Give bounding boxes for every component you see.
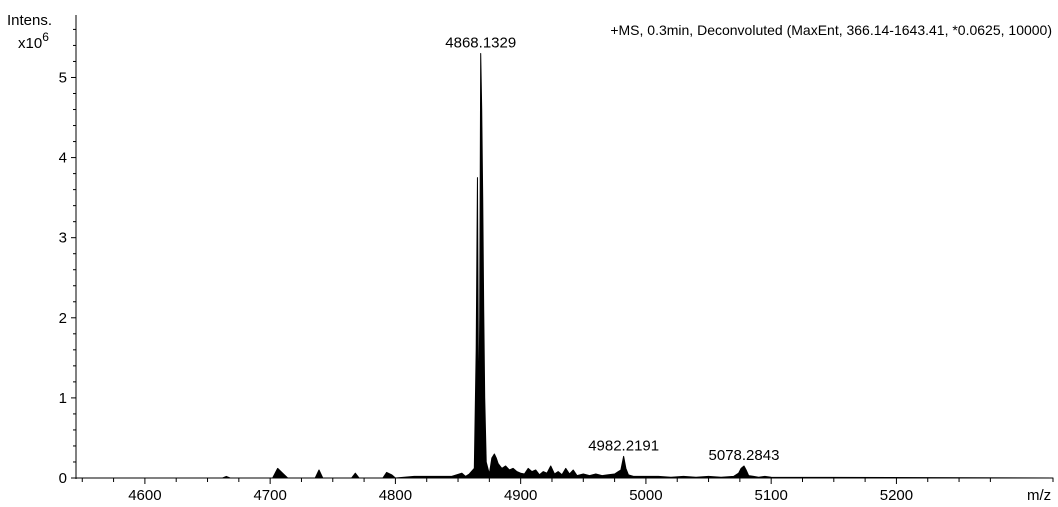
y-tick-label: 4 [59,150,67,167]
y-axis-multiplier: x106 [18,30,49,52]
spectrum-series-0 [75,52,1054,479]
y-tick-label: 0 [59,470,67,487]
x-tick-label: 4600 [128,487,161,504]
peak-label: 5078.2843 [709,447,780,464]
x-tick-label: 4700 [253,487,286,504]
chart-title: +MS, 0.3min, Deconvoluted (MaxEnt, 366.1… [610,22,1052,38]
peak-label: 4868.1329 [445,34,516,51]
x-tick-label: 5100 [754,487,787,504]
y-tick-label: 1 [59,390,67,407]
x-tick-label: 4900 [504,487,537,504]
peak-label: 4982.2191 [588,437,659,454]
x-axis-label: m/z [1027,487,1051,504]
y-tick-label: 3 [59,230,67,247]
x-tick-label: 4800 [379,487,412,504]
y-tick-label: 5 [59,69,67,86]
chart-axes: 0 1 2 3 4 5 4600 4700 4800 4900 5000 5100 5200 [59,15,1054,504]
y-axis-label: Intens. [7,12,52,29]
spectrum-marks: 4868.1329 4982.2191 5078.2843 [75,34,1054,479]
x-tick-label: 5000 [629,487,662,504]
x-tick-label: 5200 [880,487,913,504]
y-tick-label: 2 [59,310,67,327]
